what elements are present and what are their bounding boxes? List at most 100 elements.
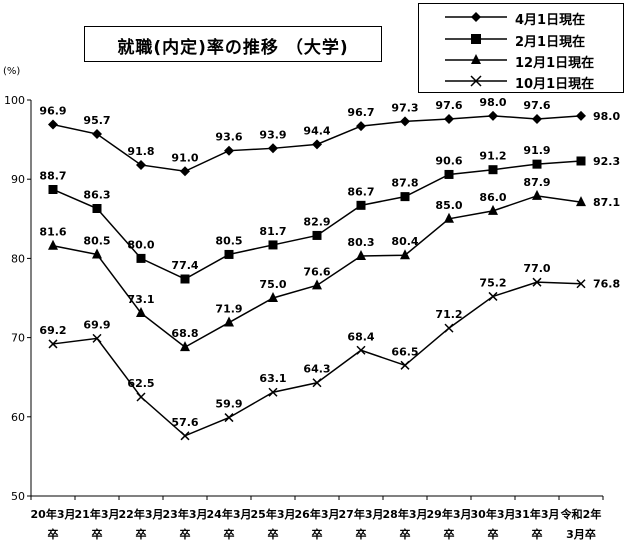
y-tick-label: 50 <box>11 490 25 503</box>
x-tick-label: 28年3月 <box>383 507 428 521</box>
data-label: 91.8 <box>127 145 154 158</box>
data-label: 97.6 <box>435 99 462 112</box>
data-label: 90.6 <box>435 154 462 167</box>
legend-item: 4月1日現在 <box>419 6 625 28</box>
diamond-point <box>576 110 586 121</box>
square-point <box>488 165 498 175</box>
triangle-point <box>268 292 278 302</box>
diamond-point <box>268 143 278 154</box>
cross-point <box>356 345 366 355</box>
data-label: 98.0 <box>479 96 506 109</box>
x-tick-label: 20年3月 <box>31 507 76 521</box>
x-tick-label: 卒 <box>224 527 235 541</box>
data-label: 87.9 <box>523 176 550 189</box>
data-label: 97.6 <box>523 99 550 112</box>
diamond-point <box>488 110 498 121</box>
data-label: 76.8 <box>593 278 620 291</box>
diamond-point <box>356 121 366 132</box>
data-label: 96.9 <box>39 105 66 118</box>
x-tick-label: 30年3月 <box>471 507 516 521</box>
data-label: 91.9 <box>523 144 550 157</box>
data-label: 77.4 <box>171 259 198 272</box>
square-point <box>576 156 586 166</box>
data-label: 94.4 <box>303 124 330 137</box>
square-point <box>444 169 454 179</box>
legend-item: 2月1日現在 <box>419 28 625 50</box>
legend-diamond-marker <box>445 12 507 22</box>
square-point <box>180 274 190 284</box>
triangle-point <box>576 196 586 207</box>
data-label: 75.2 <box>479 276 506 289</box>
chart-title: 就職(内定)率の推移 （大学) <box>117 38 349 58</box>
data-label: 91.0 <box>171 151 198 164</box>
triangle-point <box>488 204 498 215</box>
x-tick-label: 22年3月 <box>119 507 164 521</box>
legend-label: 2月1日現在 <box>515 35 586 50</box>
x-tick-label: 26年3月 <box>295 507 340 521</box>
cross-point <box>532 277 542 287</box>
data-label: 76.6 <box>303 265 330 278</box>
data-label: 68.8 <box>171 327 198 340</box>
triangle-point <box>136 307 146 318</box>
data-label: 75.0 <box>259 278 286 291</box>
x-tick-label: 27年3月 <box>339 507 384 521</box>
cross-point <box>48 339 58 349</box>
x-tick-label: 卒 <box>136 527 147 541</box>
triangle-point <box>356 250 366 261</box>
data-label: 71.2 <box>435 308 462 321</box>
triangle-point <box>312 279 322 290</box>
cross-point <box>224 413 234 423</box>
data-label: 96.7 <box>347 106 374 119</box>
triangle-point <box>224 316 234 327</box>
y-tick-label: 80 <box>11 252 25 265</box>
square-point <box>48 184 58 194</box>
cross-point <box>400 360 410 370</box>
diamond-point <box>444 114 454 125</box>
legend-triangle-marker <box>445 54 507 64</box>
square-point <box>268 240 278 250</box>
data-label: 82.9 <box>303 215 330 228</box>
diamond-point <box>48 119 58 130</box>
data-label: 77.0 <box>523 262 550 275</box>
legend-label: 12月1日現在 <box>515 56 595 71</box>
legend-label: 10月1日現在 <box>515 77 595 92</box>
cross-point <box>312 378 322 388</box>
data-label: 91.2 <box>479 150 506 163</box>
y-tick-label: 70 <box>11 332 25 345</box>
cross-point <box>576 279 586 289</box>
x-tick-label: 31年3月 <box>515 507 560 521</box>
x-tick-label: 24年3月 <box>207 507 252 521</box>
data-label: 80.3 <box>347 236 374 249</box>
cross-point <box>180 431 190 441</box>
x-tick-label: 卒 <box>180 527 191 541</box>
x-tick-label: 卒 <box>356 527 367 541</box>
diamond-point <box>136 159 146 170</box>
square-point <box>356 200 366 210</box>
data-label: 68.4 <box>347 330 374 343</box>
diamond-point <box>532 114 542 125</box>
x-tick-label: 卒 <box>444 527 455 541</box>
data-label: 93.6 <box>215 131 242 144</box>
triangle-point <box>532 189 542 200</box>
data-label: 86.3 <box>83 189 110 202</box>
data-label: 80.4 <box>391 235 418 248</box>
square-point <box>136 253 146 263</box>
triangle-point <box>48 239 58 250</box>
x-tick-label: 卒 <box>92 527 103 541</box>
data-label: 80.5 <box>215 234 242 247</box>
data-label: 59.9 <box>215 398 242 411</box>
diamond-point <box>400 116 410 127</box>
triangle-point <box>180 341 190 352</box>
triangle-point <box>444 212 454 223</box>
legend: 4月1日現在 2月1日現在 12月1日現在 10月1日現在 <box>418 3 624 93</box>
data-label: 86.7 <box>347 185 374 198</box>
x-tick-label: 卒 <box>268 527 279 541</box>
diamond-point <box>180 166 190 177</box>
legend-square-marker <box>445 34 507 44</box>
square-point <box>312 230 322 240</box>
cross-point <box>268 387 278 397</box>
data-label: 81.7 <box>259 225 286 238</box>
x-tick-label: 卒 <box>400 527 411 541</box>
x-tick-label: 29年3月 <box>427 507 472 521</box>
cross-point <box>92 333 102 343</box>
